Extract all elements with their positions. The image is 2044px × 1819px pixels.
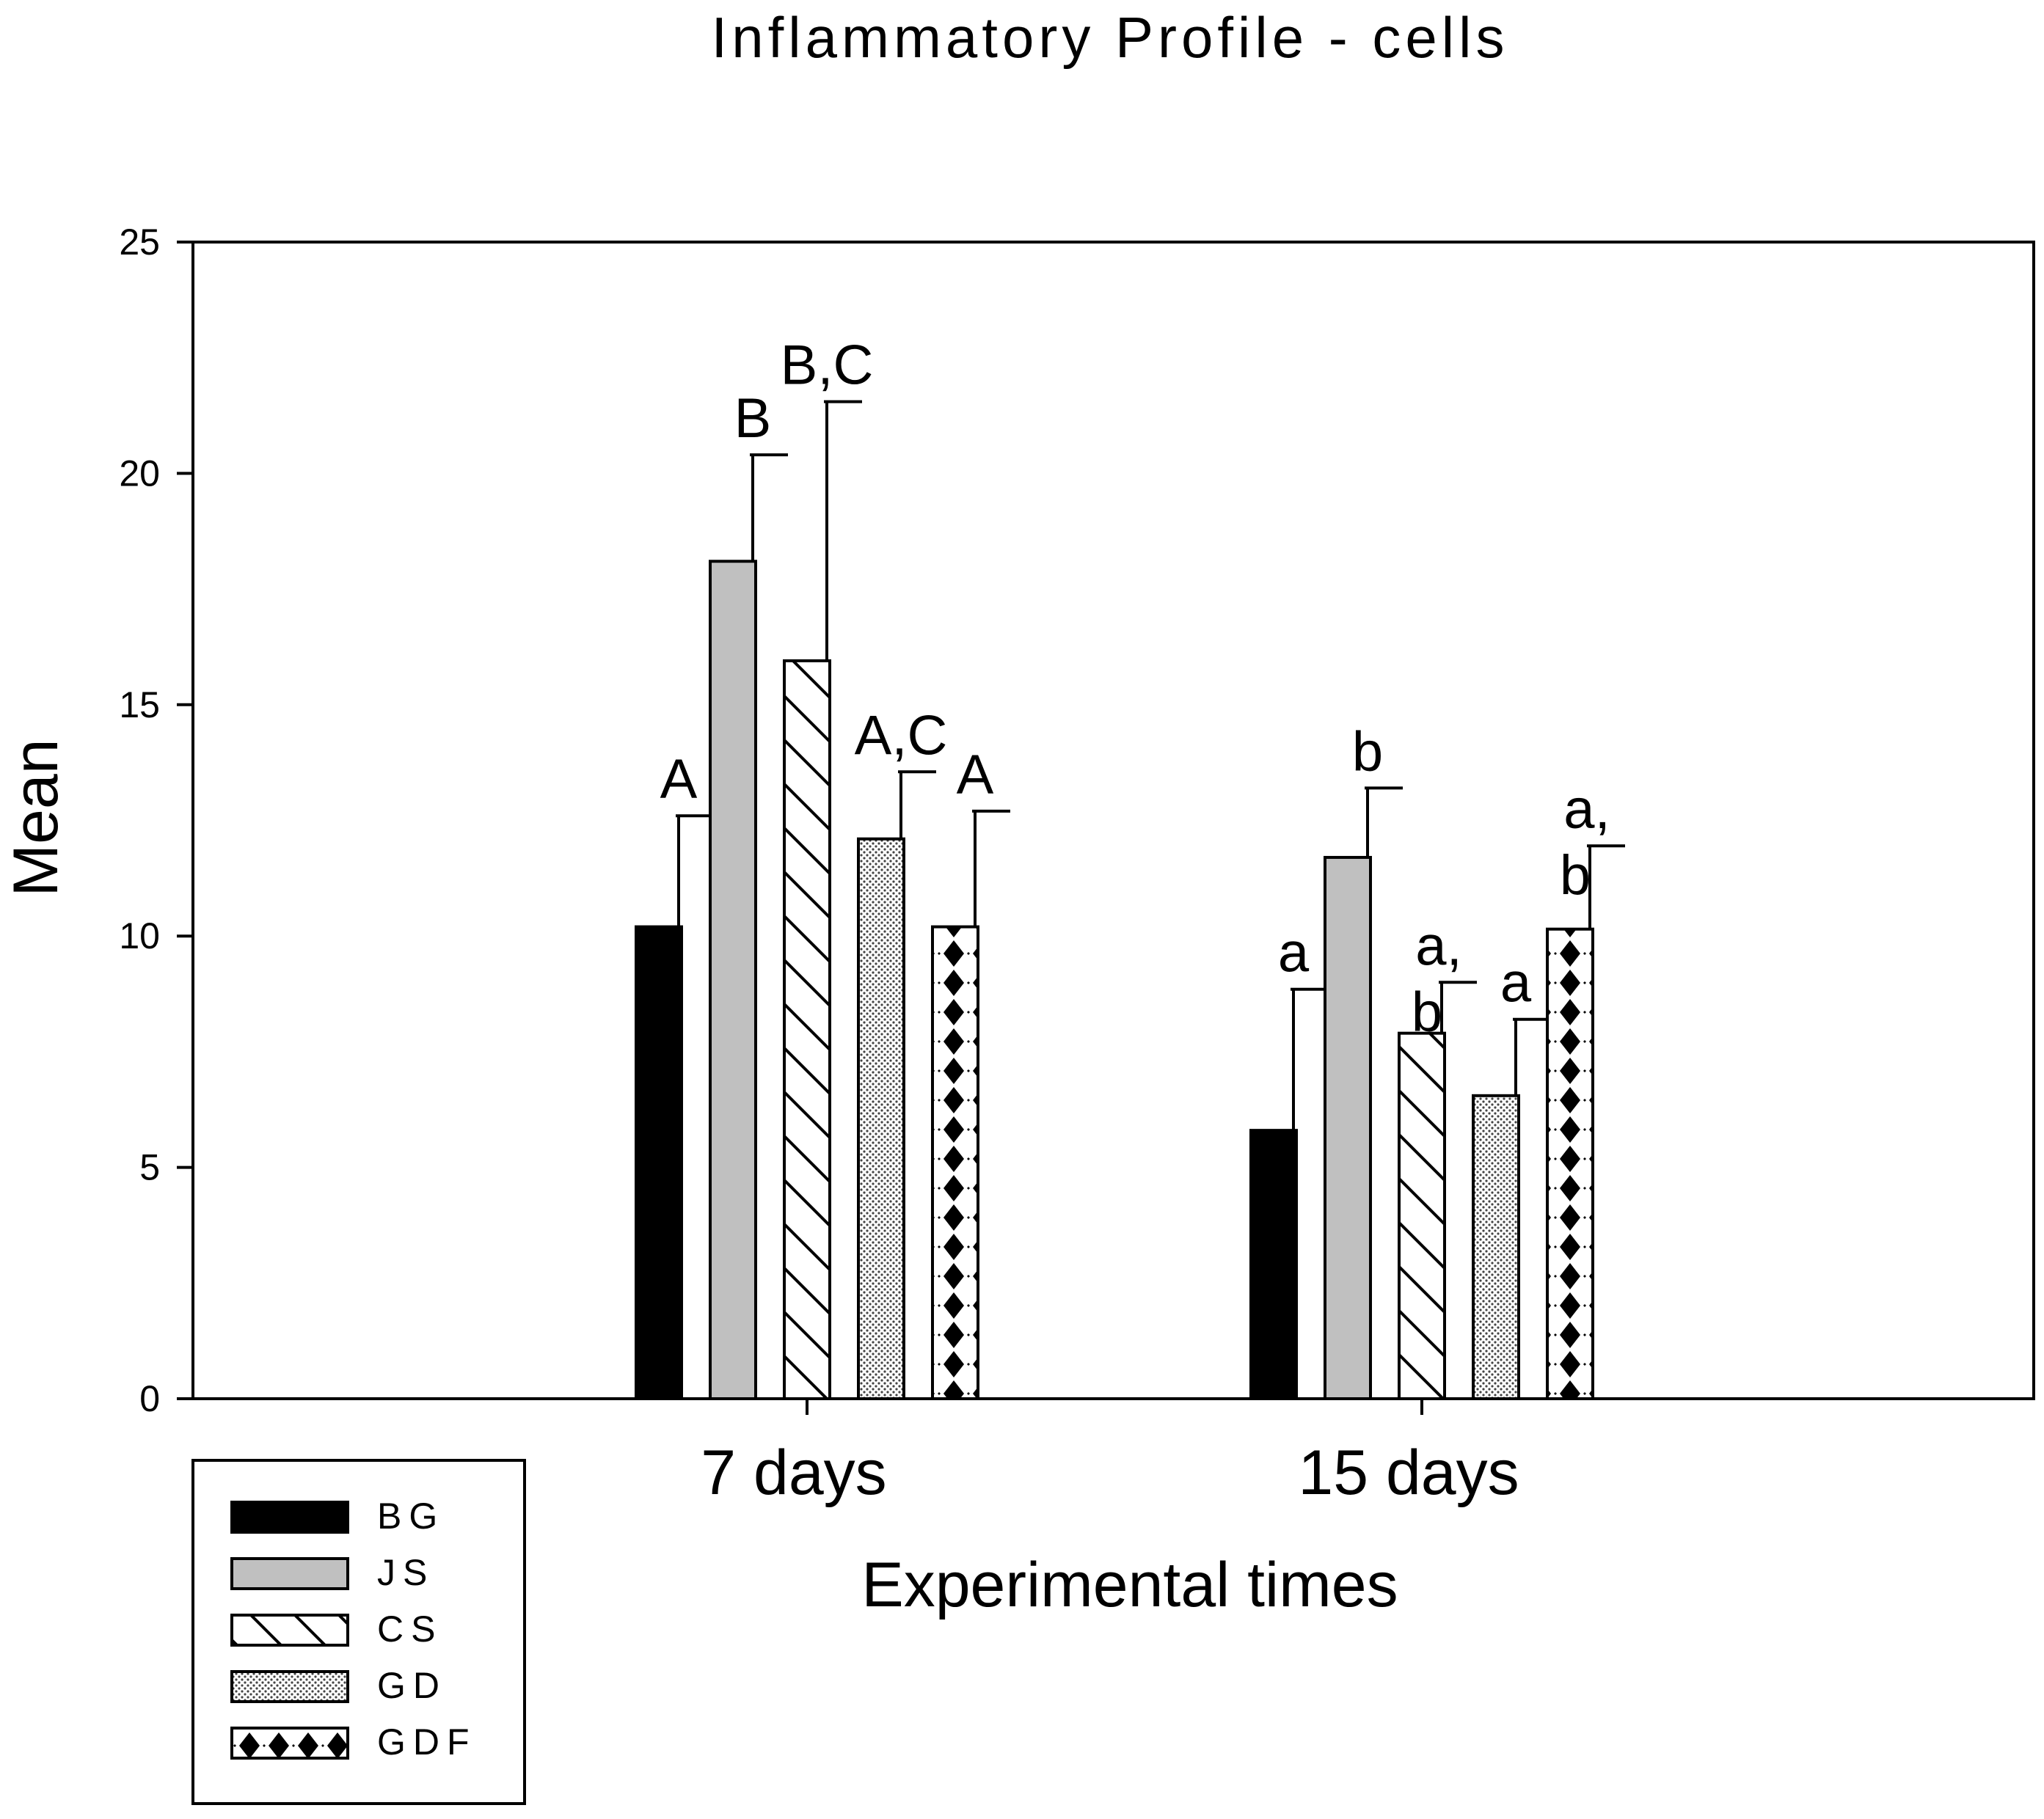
significance-label: A,C [855, 704, 948, 766]
y-tick-label: 10 [119, 915, 160, 956]
plot-frame [191, 241, 2035, 1400]
legend-label: CS [377, 1608, 442, 1650]
significance-label: b [1352, 720, 1383, 783]
x-tick-label: 7 days [701, 1438, 886, 1508]
significance-label: A [957, 744, 994, 806]
y-axis: 0 5 10 15 20 25 [119, 222, 193, 1419]
x-axis: 7 days 15 days [701, 1399, 1519, 1508]
bar-cs [1398, 1031, 1446, 1400]
bar-gd [857, 837, 905, 1401]
legend-label: GD [377, 1665, 447, 1706]
significance-label: B [734, 387, 772, 450]
legend-swatch-gd [230, 1670, 349, 1703]
legend-label: JS [377, 1552, 434, 1593]
bar-cs [783, 659, 831, 1400]
significance-label: a, [1415, 915, 1461, 977]
legend-swatch-gdf [230, 1727, 349, 1760]
chart-title: Inflammatory Profile - cells [712, 5, 1509, 70]
bar-bg [635, 925, 683, 1400]
legend-label: BG [377, 1496, 445, 1537]
significance-label: a, [1563, 778, 1610, 841]
legend-label: GDF [377, 1721, 477, 1763]
legend-swatch-bg [230, 1501, 349, 1534]
y-axis-label: Mean [1, 739, 71, 896]
x-axis-label: Experimental times [861, 1550, 1398, 1620]
legend-swatch-cs [230, 1614, 349, 1647]
bar-gdf [1546, 927, 1594, 1401]
legend-swatch-js [230, 1557, 349, 1590]
bar-js [1324, 855, 1372, 1400]
bar-js [709, 560, 757, 1401]
y-tick-label: 0 [139, 1378, 160, 1419]
bar-gdf [931, 925, 979, 1400]
significance-label: A [660, 748, 698, 810]
significance-label: a [1500, 952, 1532, 1014]
y-tick-label: 20 [119, 453, 160, 494]
y-tick-label: 5 [139, 1147, 160, 1188]
y-tick-label: 25 [119, 222, 160, 263]
significance-label: b [1412, 981, 1442, 1043]
significance-label: b [1560, 844, 1591, 907]
significance-label: a [1278, 922, 1310, 984]
y-tick-label: 15 [119, 684, 160, 725]
legend: BG JS CS GD GDF [191, 1459, 526, 1805]
bar-bg [1249, 1129, 1298, 1400]
x-tick-label: 15 days [1298, 1438, 1519, 1508]
bar-gd [1472, 1094, 1520, 1401]
significance-label: B,C [781, 334, 874, 397]
